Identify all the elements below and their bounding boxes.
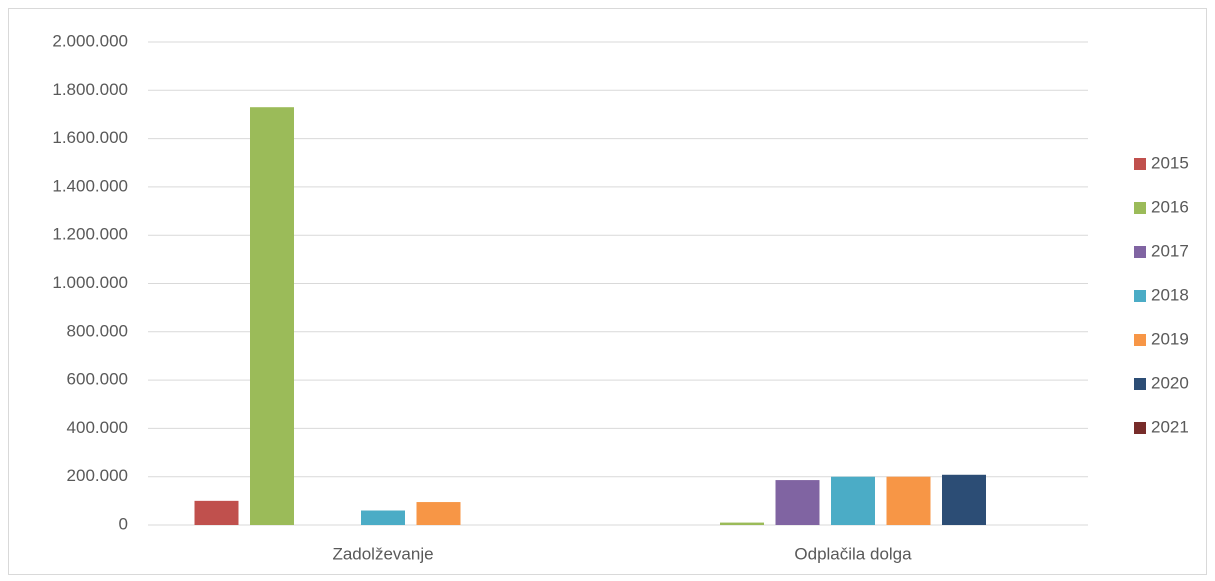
y-tick-label: 600.000 (67, 370, 128, 389)
bar (886, 476, 931, 525)
legend-swatch (1134, 334, 1146, 346)
y-tick-label: 1.400.000 (52, 176, 128, 195)
legend-swatch (1134, 246, 1146, 258)
legend-label: 2015 (1151, 153, 1189, 172)
y-tick-label: 1.800.000 (52, 80, 128, 99)
y-tick-label: 1.600.000 (52, 128, 128, 147)
legend-label: 2020 (1151, 373, 1189, 392)
y-tick-label: 1.200.000 (52, 225, 128, 244)
legend-label: 2016 (1151, 197, 1189, 216)
bar (942, 474, 986, 525)
y-tick-label: 800.000 (67, 321, 128, 340)
bar (831, 476, 875, 525)
bar (361, 510, 405, 525)
y-tick-label: 200.000 (67, 466, 128, 485)
y-tick-label: 2.000.000 (52, 31, 128, 50)
legend-label: 2017 (1151, 241, 1189, 260)
bar (775, 480, 820, 525)
chart-border (8, 8, 1207, 575)
legend-label: 2018 (1151, 285, 1189, 304)
legend-swatch (1134, 290, 1146, 302)
y-tick-label: 1.000.000 (52, 273, 128, 292)
x-tick-label: Odplačila dolga (794, 544, 912, 563)
bar (720, 522, 764, 525)
legend-label: 2021 (1151, 417, 1189, 436)
bar (250, 107, 294, 525)
legend-swatch (1134, 158, 1146, 170)
legend-swatch (1134, 378, 1146, 390)
legend-label: 2019 (1151, 329, 1189, 348)
y-tick-label: 400.000 (67, 418, 128, 437)
bar (194, 500, 239, 525)
legend-swatch (1134, 202, 1146, 214)
bar (416, 502, 461, 525)
y-tick-label: 0 (119, 514, 128, 533)
legend-swatch (1134, 422, 1146, 434)
x-tick-label: Zadolževanje (332, 544, 433, 563)
